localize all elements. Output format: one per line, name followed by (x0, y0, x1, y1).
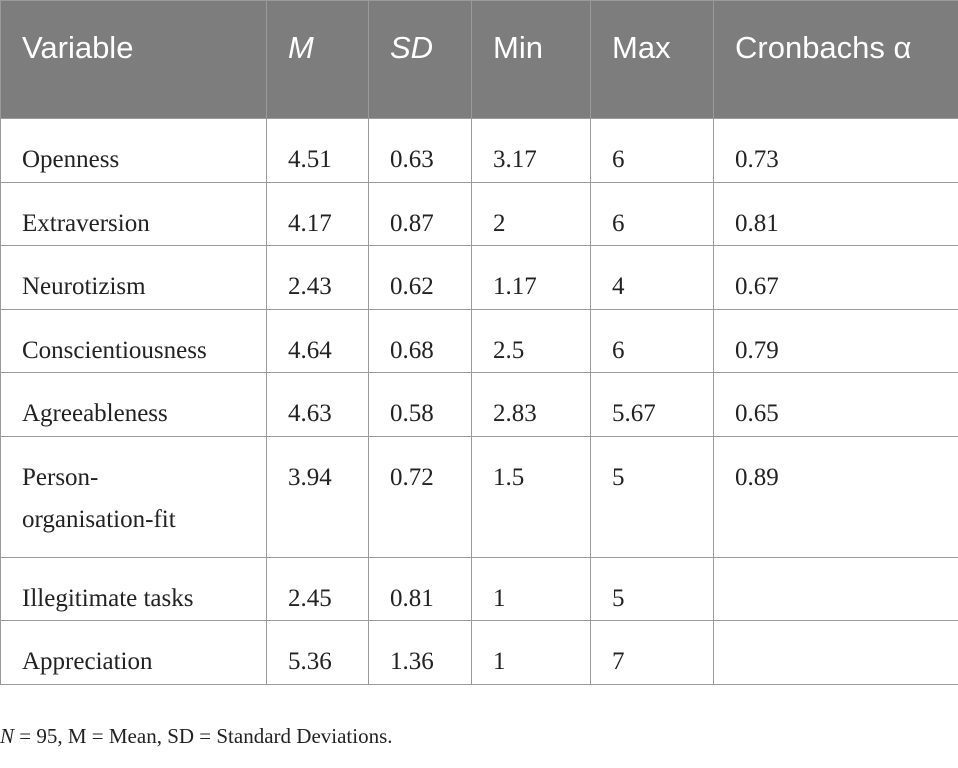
cell-variable: Neurotizism (0, 245, 267, 310)
cell-min: 2 (471, 181, 591, 246)
cell-min: 2.83 (471, 372, 591, 437)
cell-alpha: 0.73 (713, 118, 958, 183)
cell-alpha: 0.79 (713, 308, 958, 373)
cell-min: 1 (471, 556, 591, 621)
descriptive-statistics-table: Variable M SD Min Max Cronbachs α Openne… (0, 0, 958, 685)
cell-variable: Appreciation (0, 620, 267, 685)
cell-sd: 0.63 (368, 118, 472, 183)
cell-sd: 0.68 (368, 308, 472, 373)
cell-min: 1.5 (471, 435, 591, 558)
cell-max: 6 (590, 181, 714, 246)
cell-variable: Person-organisation-fit (0, 435, 267, 558)
table-row: Openness 4.51 0.63 3.17 6 0.73 (0, 118, 958, 183)
table-row: Neurotizism 2.43 0.62 1.17 4 0.67 (0, 245, 958, 310)
cell-alpha: 0.65 (713, 372, 958, 437)
table-row: Conscientiousness 4.64 0.68 2.5 6 0.79 (0, 308, 958, 373)
header-max: Max (590, 0, 714, 119)
cell-max: 5.67 (590, 372, 714, 437)
cell-alpha (713, 556, 958, 621)
cell-alpha: 0.81 (713, 181, 958, 246)
cell-sd: 0.58 (368, 372, 472, 437)
cell-mean: 4.51 (266, 118, 369, 183)
cell-variable: Openness (0, 118, 267, 183)
table-footnote: N = 95, M = Mean, SD = Standard Deviatio… (0, 724, 393, 749)
cell-min: 2.5 (471, 308, 591, 373)
table-row: Person-organisation-fit 3.94 0.72 1.5 5 … (0, 435, 958, 558)
cell-mean: 4.63 (266, 372, 369, 437)
cell-min: 1.17 (471, 245, 591, 310)
cell-mean: 3.94 (266, 435, 369, 558)
cell-max: 6 (590, 308, 714, 373)
cell-alpha: 0.67 (713, 245, 958, 310)
header-mean: M (266, 0, 369, 119)
header-sd: SD (368, 0, 472, 119)
cell-sd: 0.81 (368, 556, 472, 621)
table-row: Appreciation 5.36 1.36 1 7 (0, 620, 958, 685)
footnote-text: = 95, M = Mean, SD = Standard Deviations… (14, 724, 393, 748)
cell-max: 6 (590, 118, 714, 183)
cell-variable: Agreeableness (0, 372, 267, 437)
cell-sd: 0.87 (368, 181, 472, 246)
cell-max: 4 (590, 245, 714, 310)
table-row: Illegitimate tasks 2.45 0.81 1 5 (0, 556, 958, 621)
table-row: Extraversion 4.17 0.87 2 6 0.81 (0, 181, 958, 246)
cell-variable: Illegitimate tasks (0, 556, 267, 621)
cell-mean: 4.17 (266, 181, 369, 246)
header-cronbachs-alpha: Cronbachs α (713, 0, 958, 119)
cell-mean: 2.45 (266, 556, 369, 621)
cell-min: 3.17 (471, 118, 591, 183)
cell-variable: Conscientiousness (0, 308, 267, 373)
cell-max: 5 (590, 556, 714, 621)
cell-max: 7 (590, 620, 714, 685)
table-row: Agreeableness 4.63 0.58 2.83 5.67 0.65 (0, 372, 958, 437)
cell-variable: Extraversion (0, 181, 267, 246)
cell-mean: 5.36 (266, 620, 369, 685)
cell-alpha: 0.89 (713, 435, 958, 558)
cell-sd: 0.72 (368, 435, 472, 558)
cell-sd: 0.62 (368, 245, 472, 310)
cell-mean: 2.43 (266, 245, 369, 310)
cell-min: 1 (471, 620, 591, 685)
header-row: Variable M SD Min Max Cronbachs α (0, 0, 958, 119)
cell-max: 5 (590, 435, 714, 558)
cell-alpha (713, 620, 958, 685)
cell-sd: 1.36 (368, 620, 472, 685)
header-variable: Variable (0, 0, 267, 119)
cell-mean: 4.64 (266, 308, 369, 373)
footnote-n-label: N (0, 724, 15, 748)
header-min: Min (471, 0, 591, 119)
